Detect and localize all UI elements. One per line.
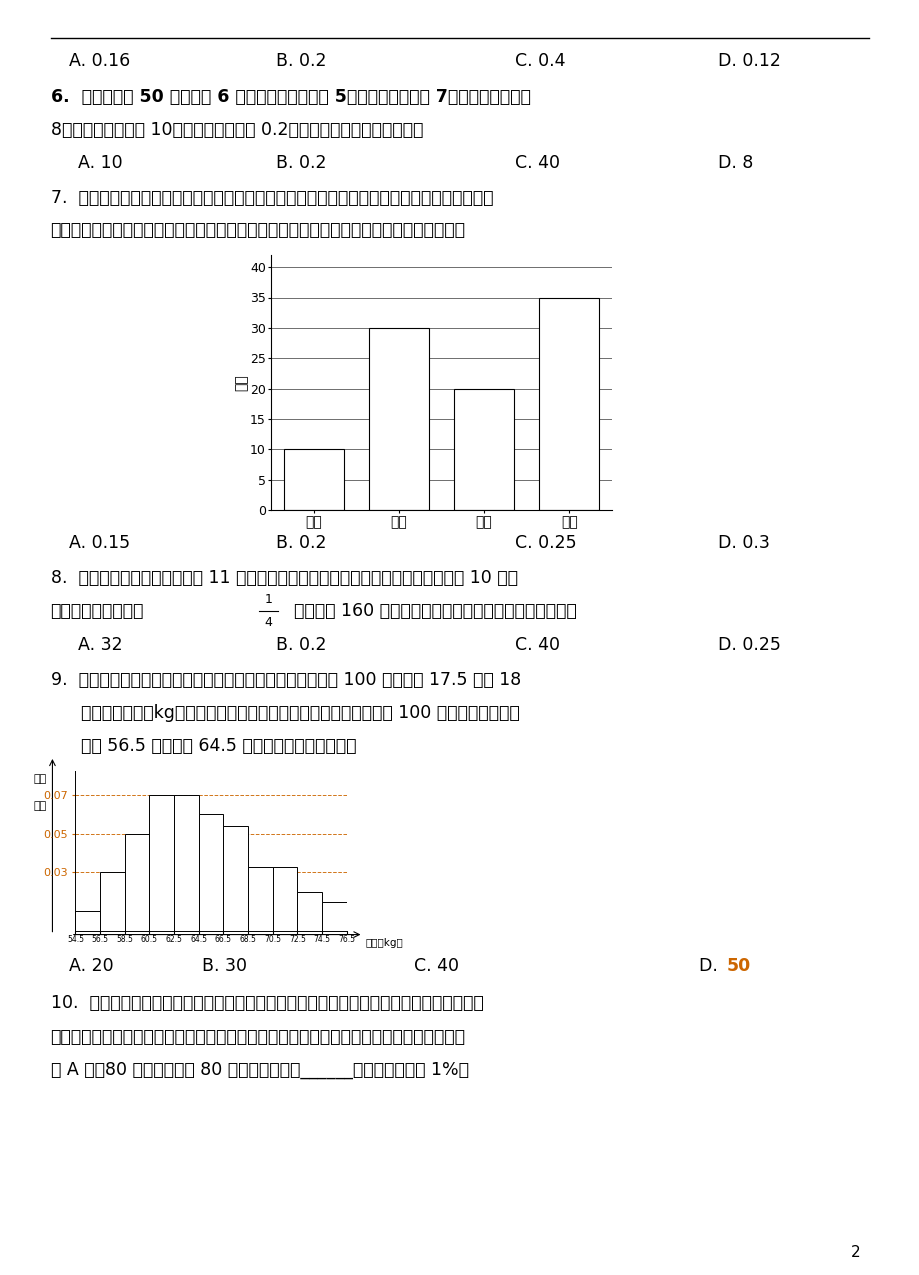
Bar bbox=[100, 872, 125, 931]
Text: A. 20: A. 20 bbox=[69, 958, 114, 975]
Bar bbox=[454, 389, 514, 510]
Text: D. 8: D. 8 bbox=[717, 154, 752, 172]
Text: 长方形的频数的和的: 长方形的频数的和的 bbox=[51, 602, 143, 620]
Text: 调查结果如图所示，根据图形所提供的样本数据，可得学生参加科技活动的频率是（　　）: 调查结果如图所示，根据图形所提供的样本数据，可得学生参加科技活动的频率是（ ） bbox=[51, 221, 465, 238]
Text: 等于 56.5 小于等于 64.5 的学生人数是（　　　）: 等于 56.5 小于等于 64.5 的学生人数是（ ） bbox=[81, 737, 356, 755]
Text: D.: D. bbox=[698, 958, 722, 975]
Bar bbox=[539, 297, 598, 510]
Text: B. 30: B. 30 bbox=[202, 958, 247, 975]
Text: D. 0.3: D. 0.3 bbox=[717, 534, 768, 552]
Text: 岁的男生体重（kg），得到频率分布直方图如下：根据上图可得这 100 名学生中体重大于: 岁的男生体重（kg），得到频率分布直方图如下：根据上图可得这 100 名学生中体… bbox=[81, 704, 519, 722]
Text: 8，第四组的频数为 10，第五组的频率是 0.2，则第六组的频数是（　　）: 8，第四组的频数为 10，第五组的频率是 0.2，则第六组的频数是（ ） bbox=[51, 121, 423, 139]
Bar bbox=[248, 867, 273, 931]
Text: 10.  对某班最近一次数学测试成绩（得分取整数）进行统计分析，将所有成绩由低到高分成: 10. 对某班最近一次数学测试成绩（得分取整数）进行统计分析，将所有成绩由低到高… bbox=[51, 994, 482, 1012]
Text: ，且共有 160 个数据，则中间一组数据的频数是（　　）: ，且共有 160 个数据，则中间一组数据的频数是（ ） bbox=[294, 602, 576, 620]
Bar bbox=[149, 794, 174, 931]
Y-axis label: 人数: 人数 bbox=[234, 374, 248, 391]
Text: 体重（kg）: 体重（kg） bbox=[365, 938, 403, 949]
Text: B. 0.2: B. 0.2 bbox=[276, 534, 326, 552]
Text: C. 0.4: C. 0.4 bbox=[515, 52, 565, 70]
Text: 组距: 组距 bbox=[34, 802, 47, 811]
Bar bbox=[284, 449, 344, 510]
Text: B. 0.2: B. 0.2 bbox=[276, 636, 326, 654]
Bar bbox=[75, 912, 100, 931]
Text: A. 0.16: A. 0.16 bbox=[69, 52, 130, 70]
Text: 7.  某校对初中学生开展的四项课外活动进行了一次抄样调查（每人只参加其中的一项活动），: 7. 某校对初中学生开展的四项课外活动进行了一次抄样调查（每人只参加其中的一项活… bbox=[51, 189, 493, 207]
Bar bbox=[125, 834, 149, 931]
Text: C. 0.25: C. 0.25 bbox=[515, 534, 576, 552]
Bar bbox=[199, 815, 223, 931]
Text: A. 10: A. 10 bbox=[78, 154, 123, 172]
Text: 8.  在频数分布直方图中，共有 11 个小长方形，若中间一个小长方形的频数等于其他 10 个小: 8. 在频数分布直方图中，共有 11 个小长方形，若中间一个小长方形的频数等于其… bbox=[51, 569, 517, 586]
Text: 五组，并绘制成如图所示的频数分布直方图，根据直方图提供的信息，在这次测试中，成绩: 五组，并绘制成如图所示的频数分布直方图，根据直方图提供的信息，在这次测试中，成绩 bbox=[51, 1028, 465, 1046]
Text: 9.  为了了解某地区初三学生的身体发育情况，抓查了该地区 100 名年龄为 17.5 岁－ 18: 9. 为了了解某地区初三学生的身体发育情况，抓查了该地区 100 名年龄为 17… bbox=[51, 671, 520, 688]
Text: D. 0.25: D. 0.25 bbox=[717, 636, 779, 654]
Text: 4: 4 bbox=[265, 616, 272, 629]
Text: 1: 1 bbox=[265, 593, 272, 606]
Text: A. 0.15: A. 0.15 bbox=[69, 534, 130, 552]
Text: C. 40: C. 40 bbox=[515, 636, 560, 654]
Bar bbox=[174, 794, 199, 931]
Text: 2: 2 bbox=[850, 1244, 859, 1260]
Text: 6.  一组数据共 50 个，分为 6 组，第一组的频数为 5，第二组的频数为 7，第三组的频数为: 6. 一组数据共 50 个，分为 6 组，第一组的频数为 5，第二组的频数为 7… bbox=[51, 88, 530, 106]
Bar bbox=[369, 328, 428, 510]
Bar bbox=[322, 901, 346, 931]
Text: 为 A 等（80 分以上，不含 80 分）的百分率为______　％．（精确到 1%）: 为 A 等（80 分以上，不含 80 分）的百分率为______ ％．（精确到 … bbox=[51, 1061, 468, 1079]
Text: 50: 50 bbox=[726, 958, 750, 975]
Text: B. 0.2: B. 0.2 bbox=[276, 52, 326, 70]
Text: B. 0.2: B. 0.2 bbox=[276, 154, 326, 172]
Text: 频率: 频率 bbox=[34, 774, 47, 784]
Text: D. 0.12: D. 0.12 bbox=[717, 52, 779, 70]
Text: A. 32: A. 32 bbox=[78, 636, 123, 654]
Bar bbox=[273, 867, 297, 931]
Bar bbox=[223, 826, 248, 931]
Bar bbox=[297, 892, 322, 931]
Text: C. 40: C. 40 bbox=[414, 958, 459, 975]
Text: C. 40: C. 40 bbox=[515, 154, 560, 172]
